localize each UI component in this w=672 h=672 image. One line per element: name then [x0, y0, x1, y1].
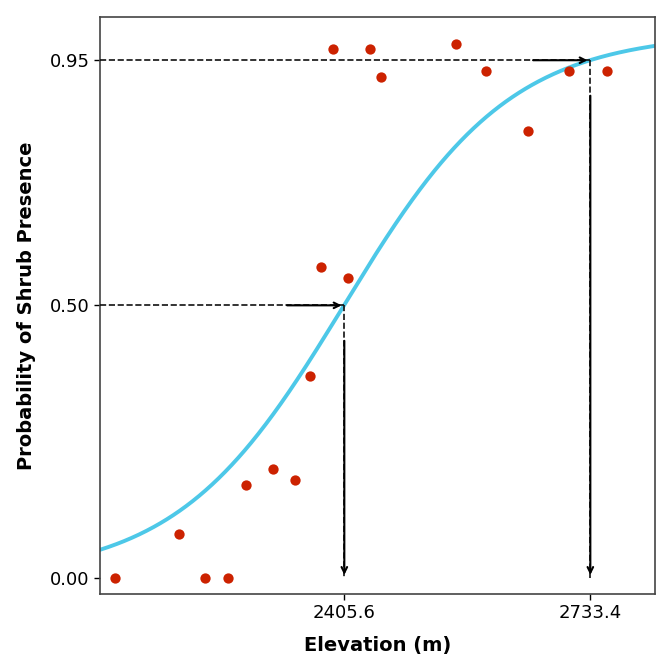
- Point: [481, 66, 492, 77]
- Point: [376, 71, 387, 82]
- Point: [564, 66, 575, 77]
- Point: [451, 38, 462, 49]
- Point: [601, 66, 612, 77]
- Point: [267, 464, 278, 474]
- Point: [290, 474, 300, 485]
- Y-axis label: Probability of Shrub Presence: Probability of Shrub Presence: [17, 141, 36, 470]
- Point: [316, 262, 327, 273]
- X-axis label: Elevation (m): Elevation (m): [304, 636, 452, 655]
- Point: [365, 44, 376, 54]
- Point: [342, 273, 353, 284]
- Point: [522, 126, 533, 136]
- Point: [200, 573, 210, 583]
- Point: [241, 480, 252, 491]
- Point: [327, 44, 338, 54]
- Point: [222, 573, 233, 583]
- Point: [173, 529, 184, 540]
- Point: [110, 573, 120, 583]
- Point: [304, 371, 315, 382]
